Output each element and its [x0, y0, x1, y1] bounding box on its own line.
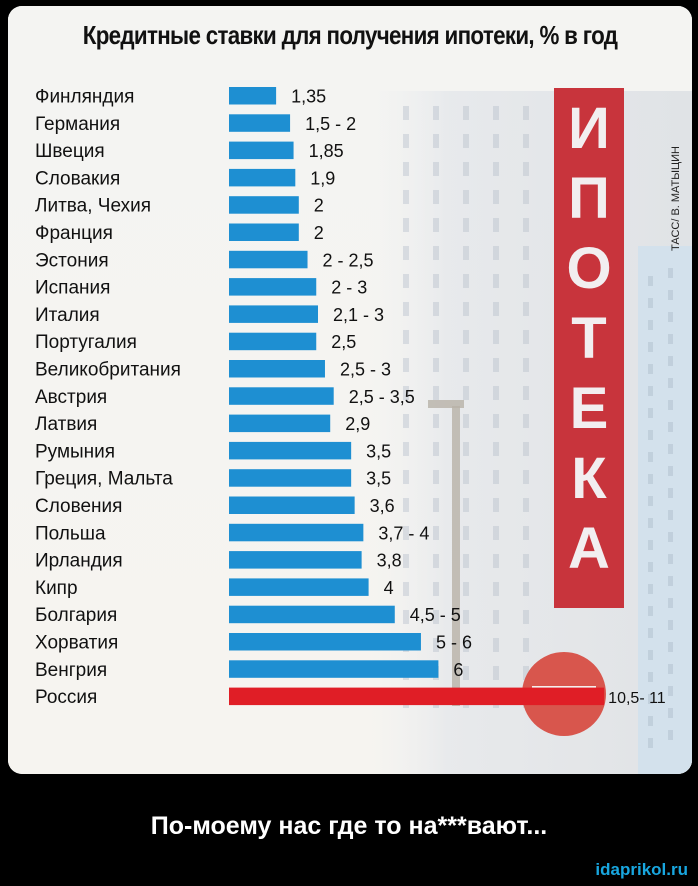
category-label: Румыния	[35, 441, 115, 462]
bar	[229, 196, 299, 214]
value-label: 2,1 - 3	[333, 305, 384, 325]
ipoteka-sign	[554, 88, 624, 608]
value-label: 3,6	[370, 496, 395, 516]
svg-text:ТАСС/ В. МАТЫЦИН: ТАСС/ В. МАТЫЦИН	[670, 146, 682, 251]
value-label: 3,7 - 4	[378, 523, 429, 543]
category-label: Австрия	[35, 387, 107, 408]
category-label: Португалия	[35, 332, 137, 353]
category-label: Польша	[35, 523, 106, 544]
sign-letter: И	[568, 96, 610, 161]
value-label: 2	[314, 223, 324, 243]
category-label: Ирландия	[35, 551, 123, 572]
value-label: 1,35	[291, 87, 326, 107]
bar	[229, 441, 352, 460]
category-label: Словения	[35, 496, 122, 517]
bar	[229, 114, 291, 132]
value-label: 4,5 - 5	[410, 605, 461, 625]
value-label: 3,5	[366, 441, 391, 461]
value-label: 4	[384, 578, 394, 598]
bar	[229, 223, 299, 241]
value-label: 1,9	[310, 168, 335, 188]
category-label: Россия	[35, 687, 97, 708]
value-label: 5 - 6	[436, 633, 472, 653]
bar	[229, 660, 439, 678]
category-label: Швеция	[35, 141, 105, 162]
chart-title: Кредитные ставки для получения ипотеки, …	[82, 20, 618, 50]
sign-letter: О	[566, 236, 611, 301]
category-label: Эстония	[35, 250, 109, 271]
category-label: Финляндия	[35, 87, 134, 108]
value-label: 2,5	[331, 332, 356, 352]
category-label: Литва, Чехия	[35, 196, 151, 217]
category-label: Италия	[35, 305, 100, 326]
bar	[229, 551, 362, 569]
bar	[229, 141, 294, 160]
category-label: Болгария	[35, 605, 117, 626]
bar	[229, 414, 331, 433]
bar	[229, 633, 421, 651]
category-label: Кипр	[35, 578, 78, 599]
bar	[229, 87, 277, 105]
value-label: 1,85	[309, 141, 344, 161]
category-label: Латвия	[35, 414, 97, 435]
bar	[229, 469, 352, 487]
category-label: Испания	[35, 278, 110, 299]
bar	[229, 305, 318, 323]
meme-caption: По-моему нас где то на***вают...	[150, 812, 548, 840]
bar	[229, 168, 296, 187]
category-label: Франция	[35, 223, 113, 244]
category-label: Венгрия	[35, 660, 107, 681]
value-label: 2 - 2,5	[323, 250, 374, 270]
sign-letter: Т	[571, 306, 606, 371]
bar	[229, 578, 369, 596]
value-label: 3,5	[366, 469, 391, 489]
sign-letter: А	[568, 516, 610, 581]
value-label: 6	[453, 660, 463, 680]
sign-letter: П	[568, 166, 610, 231]
category-label: Греция, Мальта	[35, 469, 173, 490]
site-watermark: idaprikol.ru	[595, 860, 688, 879]
photo-credit: ТАСС/ В. МАТЫЦИН	[670, 146, 682, 251]
category-label: Словакия	[35, 168, 120, 189]
bar-highlight	[229, 687, 605, 706]
bar	[229, 250, 308, 269]
value-label: 3,8	[377, 551, 402, 571]
category-label: Германия	[35, 114, 120, 135]
value-label: 1,5 - 2	[305, 114, 356, 134]
value-label: 2,5 - 3,5	[349, 387, 415, 407]
value-label: 2,5 - 3	[340, 360, 391, 380]
value-label: 2,9	[345, 414, 370, 434]
bar	[229, 332, 317, 351]
bar	[229, 387, 334, 405]
bar-chart: Финляндия 1,35 Германия 1,5 - 2 Швеция 1,85 Сл…	[35, 87, 666, 709]
bar	[229, 496, 355, 514]
sign-letter: Е	[570, 376, 609, 441]
bar	[229, 605, 395, 624]
sign-letter: К	[571, 446, 607, 511]
category-label: Хорватия	[35, 633, 118, 654]
bar	[229, 360, 325, 378]
bar	[229, 278, 317, 296]
bar	[229, 523, 364, 542]
value-label: 10,5- 11	[608, 690, 666, 707]
value-label: 2	[314, 196, 324, 216]
category-label: Великобритания	[35, 360, 181, 381]
value-label: 2 - 3	[331, 278, 367, 298]
